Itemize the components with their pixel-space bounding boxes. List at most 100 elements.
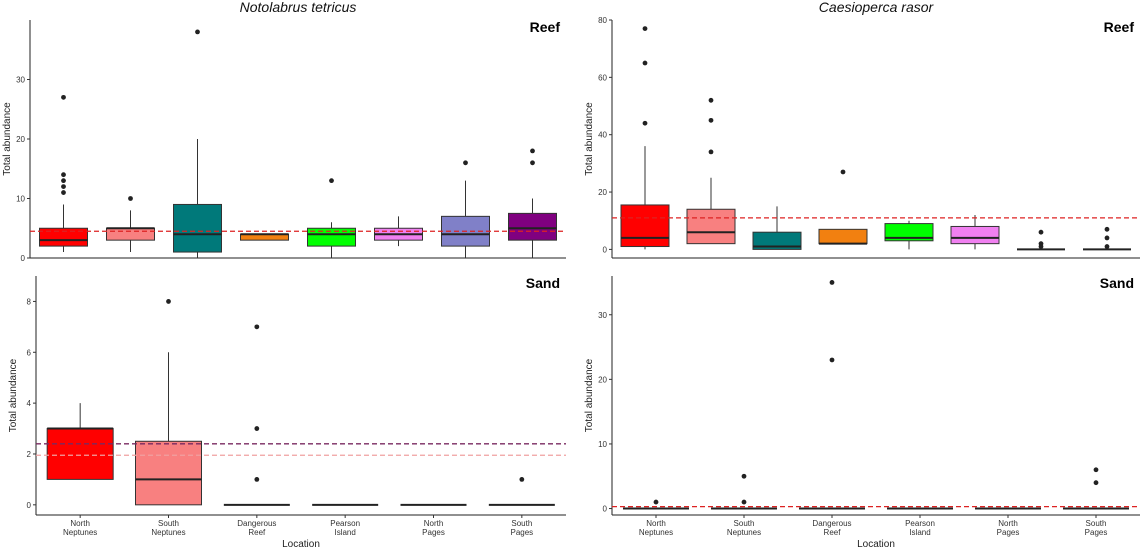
box-body [307, 227, 356, 247]
outlier-point [642, 26, 648, 32]
y-tick-label: 20 [16, 135, 25, 144]
x-tick-label-line: South [511, 519, 532, 528]
y-tick-label: 0 [27, 501, 32, 510]
x-tick-label-line: Pages [422, 528, 445, 537]
x-tick-label-line: Pages [997, 528, 1020, 537]
x-tick-label-line: South [158, 519, 179, 528]
outlier-point [708, 117, 714, 123]
y-tick-label: 20 [598, 375, 607, 384]
outlier-point [642, 120, 648, 126]
x-tick-label-line: Neptunes [727, 528, 761, 537]
box-body [686, 208, 736, 245]
outlier-point [653, 499, 659, 505]
y-tick-label: 10 [16, 195, 25, 204]
x-tick-label-line: Pearson [905, 519, 935, 528]
box-7 [441, 160, 490, 258]
outlier-point [1093, 480, 1099, 486]
box-5 [884, 220, 934, 250]
panel-title: Notolabrus tetricus [240, 0, 357, 15]
x-tick-label-line: Pages [1085, 528, 1108, 537]
y-tick-label: 0 [603, 505, 608, 514]
y-tick-label: 0 [603, 245, 608, 254]
y-tick-label: 30 [16, 76, 25, 85]
habitat-label: Reef [1104, 19, 1135, 35]
panel-title: Caesioperca rasor [819, 0, 935, 15]
outlier-point [1038, 241, 1044, 247]
x-tick-label-line: South [1086, 519, 1107, 528]
outlier-point [530, 148, 535, 154]
panel-caesioperca-reef: Caesioperca rasor Reef 0 20 40 60 80 Total abun… [584, 0, 1140, 259]
y-tick-label: 20 [598, 188, 607, 197]
outlier-point [829, 357, 835, 363]
x-tick-label-line: Neptunes [63, 528, 97, 537]
x-axis-label: Location [857, 539, 895, 550]
outlier-point [741, 473, 747, 479]
box-body [46, 428, 114, 480]
x-tick-label: South Neptunes [727, 519, 761, 537]
box-4 [240, 233, 289, 241]
box-2 [711, 473, 777, 510]
outlier-point [1093, 467, 1099, 473]
box-body [508, 212, 557, 241]
x-tick-label-line: Dangerous [812, 519, 851, 528]
outlier-point [61, 178, 66, 184]
x-tick-label-line: Dangerous [237, 519, 276, 528]
outlier-point [1038, 229, 1044, 235]
y-tick-label: 10 [598, 440, 607, 449]
x-tick-label-line: North [70, 519, 90, 528]
box-5 [307, 178, 356, 258]
x-tick-label-line: Reef [248, 528, 266, 537]
x-tick-label: Pearson Island [905, 519, 935, 537]
box-body [818, 228, 868, 245]
box-body [106, 227, 155, 241]
x-tick-label-line: Neptunes [639, 528, 673, 537]
outlier-point [195, 29, 200, 35]
box-3 [223, 324, 290, 506]
box-3 [752, 206, 802, 250]
outlier-point [741, 499, 747, 505]
box-4 [818, 169, 868, 245]
x-tick-label-line: Island [909, 528, 930, 537]
y-axis-label: Total abundance [584, 358, 595, 432]
outlier-point [530, 160, 535, 166]
y-tick-label: 0 [21, 254, 26, 263]
x-tick-label-line: Neptunes [151, 528, 185, 537]
y-axis-label: Total abundance [584, 102, 595, 176]
outlier-point [61, 184, 66, 190]
box-body [950, 225, 1000, 245]
outlier-point [128, 196, 133, 201]
box-1 [623, 499, 689, 510]
x-tick-label: Pearson Island [330, 519, 360, 537]
outlier-point [642, 60, 648, 66]
box-2 [135, 299, 202, 506]
x-tick-label: South Pages [1085, 519, 1108, 537]
box-2 [686, 97, 736, 245]
outlier-point [254, 477, 260, 482]
y-tick-label: 4 [27, 399, 32, 408]
box-body [752, 231, 802, 250]
box-2 [106, 196, 155, 253]
box-body [39, 227, 88, 247]
outlier-point [463, 160, 468, 166]
box-1 [46, 403, 114, 480]
outlier-point [254, 426, 260, 431]
box-6 [1063, 467, 1129, 510]
outlier-point [1104, 244, 1110, 249]
y-tick-label: 40 [598, 131, 607, 140]
y-tick-label: 2 [27, 450, 32, 459]
x-tick-label: North Neptunes [63, 519, 97, 537]
outlier-point [840, 169, 846, 175]
habitat-label: Sand [1100, 275, 1134, 291]
outlier-point [708, 149, 714, 155]
x-tick-label-line: North [424, 519, 444, 528]
x-tick-label: South Pages [510, 519, 533, 537]
x-tick-label: Dangerous Reef [812, 519, 851, 537]
x-tick-label: North Pages [997, 519, 1020, 537]
y-axis-label: Total abundance [8, 358, 19, 432]
outlier-point [1104, 226, 1110, 232]
x-tick-label-line: Pages [510, 528, 533, 537]
outlier-point [1104, 235, 1110, 241]
y-tick-label: 30 [598, 311, 607, 320]
